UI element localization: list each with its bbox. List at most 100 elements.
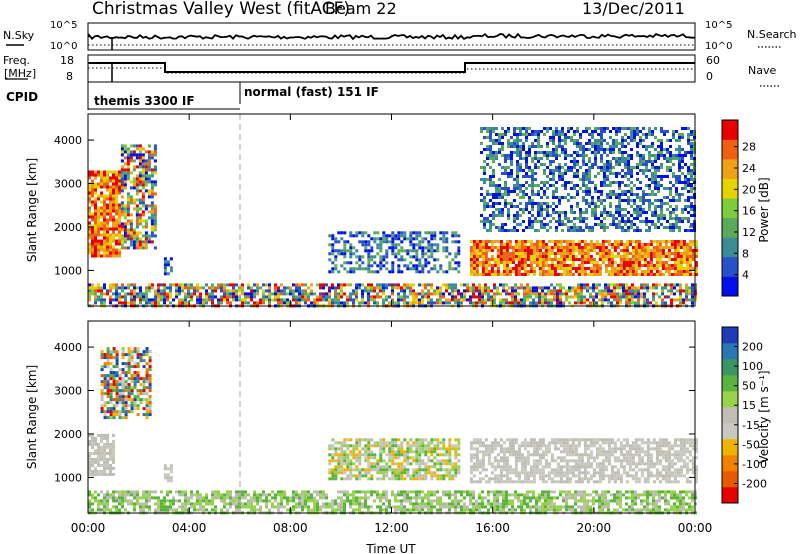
power-cell (687, 190, 690, 193)
power-cell (582, 145, 585, 148)
power-cell (484, 249, 488, 252)
power-cell (582, 211, 585, 214)
power-cell (166, 272, 170, 276)
power-cell (588, 172, 591, 175)
power-cell (600, 142, 603, 145)
power-cell (292, 289, 295, 293)
power-cell (460, 301, 463, 305)
velocity-cell (385, 465, 389, 469)
power-cell (208, 292, 211, 296)
power-cell (537, 136, 540, 139)
power-cell (115, 185, 118, 189)
power-cell (646, 289, 649, 293)
power-cell (436, 270, 440, 274)
power-cell (558, 220, 561, 223)
power-cell (91, 218, 94, 222)
power-cell (421, 292, 424, 296)
power-cell (138, 213, 142, 217)
power-cell (139, 301, 142, 305)
power-cell (648, 157, 651, 160)
power-cell (519, 190, 522, 193)
power-cell (337, 270, 341, 274)
power-cell (663, 154, 666, 157)
velocity-cell (112, 457, 115, 461)
power-cell (628, 243, 632, 246)
power-cell (508, 252, 512, 255)
power-cell (160, 289, 163, 293)
velocity-cell (106, 380, 110, 384)
power-cell (409, 234, 413, 238)
power-cell (421, 289, 424, 293)
velocity-cell (109, 407, 113, 411)
power-cell (613, 261, 617, 264)
velocity-cell (400, 468, 404, 472)
power-cell (516, 151, 519, 154)
nsearch-tick-bottom: 10^0 (705, 41, 732, 52)
velocity-cell (391, 471, 395, 475)
power-cell (490, 246, 494, 249)
power-cell (531, 157, 534, 160)
power-cell (603, 223, 606, 226)
velocity-cell (136, 395, 140, 399)
power-cell (673, 283, 676, 287)
velocity-cell (100, 436, 103, 440)
power-cell (262, 292, 265, 296)
power-cell (480, 214, 483, 217)
power-cell (535, 264, 539, 267)
power-cell (489, 223, 492, 226)
power-cell (373, 298, 376, 302)
power-cell (550, 301, 553, 305)
power-cell (376, 252, 380, 256)
power-cell (576, 184, 579, 187)
power-cell (123, 222, 127, 226)
power-cell (618, 127, 621, 130)
power-cell (663, 187, 666, 190)
power-cell (660, 148, 663, 151)
power-cell (651, 172, 654, 175)
power-cell (103, 286, 106, 290)
power-cell (364, 240, 368, 244)
power-cell (646, 286, 649, 290)
power-cell (568, 295, 571, 299)
power-cell (148, 301, 151, 305)
power-cell (132, 180, 136, 184)
power-cell (163, 301, 166, 305)
power-cell (495, 139, 498, 142)
velocity-cell (334, 459, 338, 463)
power-cell (301, 292, 304, 296)
power-cell (157, 286, 160, 290)
power-cell (97, 173, 100, 177)
power-cell (433, 243, 437, 247)
power-cell (678, 163, 681, 166)
velocity-cell (415, 462, 419, 466)
power-cell (600, 133, 603, 136)
power-cell (274, 298, 277, 302)
power-cell (546, 196, 549, 199)
power-cell (619, 255, 623, 258)
power-cell (624, 184, 627, 187)
power-cell (88, 209, 91, 213)
power-cell (430, 237, 434, 241)
velocity-cell (94, 439, 97, 443)
velocity-cell (112, 407, 116, 411)
power-cell (567, 136, 570, 139)
velocity-cell (424, 468, 428, 472)
power-cell (504, 184, 507, 187)
power-cell (103, 242, 106, 246)
velocity-cell (394, 453, 398, 457)
power-cell (250, 286, 253, 290)
velocity-cell (139, 401, 143, 405)
power-cell (94, 191, 97, 195)
power-cell (132, 144, 136, 148)
power-cell (292, 298, 295, 302)
power-cell (543, 169, 546, 172)
power-cell (550, 240, 554, 243)
power-cell (654, 157, 657, 160)
power-cell (126, 207, 130, 211)
power-cell (196, 283, 199, 287)
power-cell (541, 301, 544, 305)
power-cell (328, 258, 332, 262)
power-cell (577, 283, 580, 287)
power-cell (600, 202, 603, 205)
power-cell (531, 160, 534, 163)
